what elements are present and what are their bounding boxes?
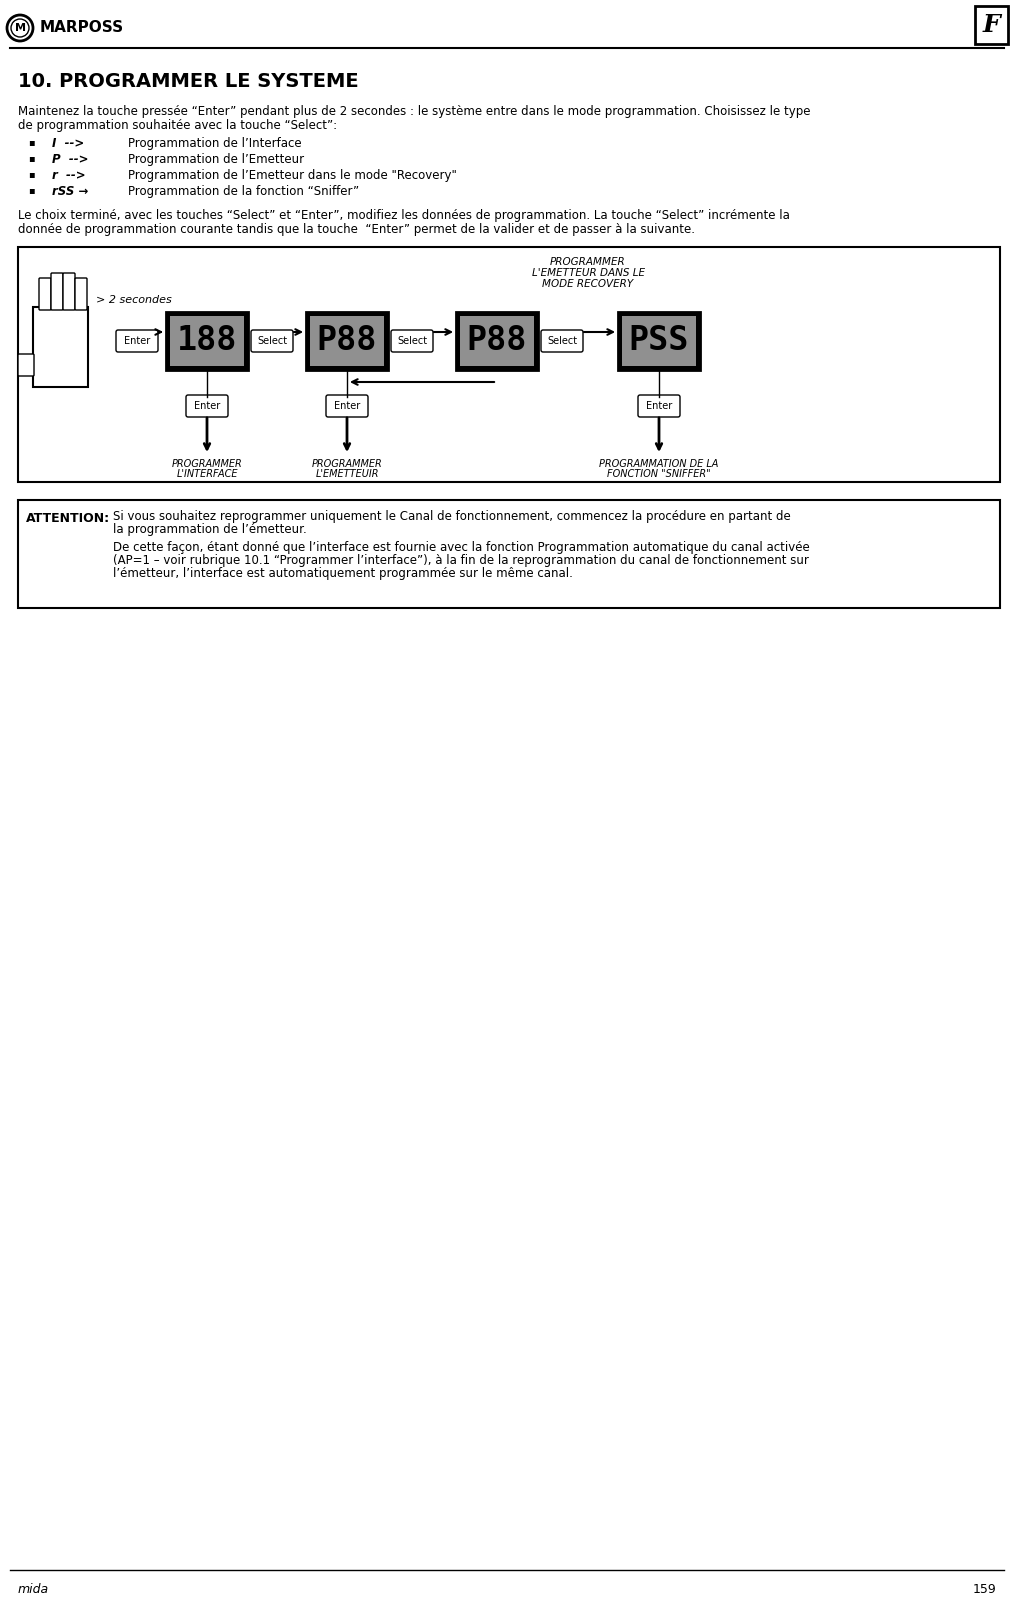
FancyBboxPatch shape <box>391 329 433 352</box>
Text: P88: P88 <box>466 325 527 358</box>
Text: 159: 159 <box>972 1583 996 1596</box>
Text: F: F <box>983 13 1000 37</box>
Text: l’émetteur, l’interface est automatiquement programmée sur le même canal.: l’émetteur, l’interface est automatiquem… <box>113 568 573 580</box>
FancyBboxPatch shape <box>18 353 34 376</box>
Text: PROGRAMMER: PROGRAMMER <box>551 257 626 267</box>
Text: 10. PROGRAMMER LE SYSTEME: 10. PROGRAMMER LE SYSTEME <box>18 72 359 91</box>
FancyBboxPatch shape <box>18 246 1000 481</box>
Text: donnée de programmation courante tandis que la touche  “Enter” permet de la vali: donnée de programmation courante tandis … <box>18 222 695 237</box>
Text: rSS →: rSS → <box>52 185 88 198</box>
FancyBboxPatch shape <box>975 6 1008 45</box>
Text: ATTENTION:: ATTENTION: <box>26 512 111 524</box>
FancyBboxPatch shape <box>310 317 384 366</box>
FancyBboxPatch shape <box>460 317 534 366</box>
FancyBboxPatch shape <box>306 312 388 369</box>
Text: Select: Select <box>547 336 577 345</box>
Text: Le choix terminé, avec les touches “Select” et “Enter”, modifiez les données de : Le choix terminé, avec les touches “Sele… <box>18 209 790 222</box>
Text: MODE RECOVERY: MODE RECOVERY <box>542 278 634 289</box>
FancyBboxPatch shape <box>186 395 228 417</box>
Text: > 2 secondes: > 2 secondes <box>96 294 171 305</box>
Text: ▪: ▪ <box>28 154 34 163</box>
FancyBboxPatch shape <box>618 312 700 369</box>
Text: la programmation de l’émetteur.: la programmation de l’émetteur. <box>113 523 307 536</box>
Text: L'EMETTEUR DANS LE: L'EMETTEUR DANS LE <box>531 269 645 278</box>
Text: PROGRAMMER: PROGRAMMER <box>311 459 382 469</box>
FancyBboxPatch shape <box>33 307 88 387</box>
FancyBboxPatch shape <box>18 500 1000 608</box>
Text: (AP=1 – voir rubrique 10.1 “Programmer l’interface”), à la fin de la reprogramma: (AP=1 – voir rubrique 10.1 “Programmer l… <box>113 553 809 568</box>
FancyBboxPatch shape <box>166 312 248 369</box>
Text: De cette façon, étant donné que l’interface est fournie avec la fonction Program: De cette façon, étant donné que l’interf… <box>113 540 810 553</box>
FancyBboxPatch shape <box>63 273 75 310</box>
Text: P88: P88 <box>316 325 377 358</box>
FancyBboxPatch shape <box>75 278 87 310</box>
Text: mida: mida <box>18 1583 49 1596</box>
FancyBboxPatch shape <box>456 312 538 369</box>
Text: Select: Select <box>257 336 287 345</box>
Text: L'INTERFACE: L'INTERFACE <box>176 469 237 480</box>
Text: ▪: ▪ <box>28 138 34 147</box>
FancyBboxPatch shape <box>638 395 680 417</box>
Text: ▪: ▪ <box>28 169 34 179</box>
Text: Programmation de l’Emetteur dans le mode "Recovery": Programmation de l’Emetteur dans le mode… <box>128 169 457 182</box>
Text: Programmation de l’Emetteur: Programmation de l’Emetteur <box>128 154 304 166</box>
Text: Si vous souhaitez reprogrammer uniquement le Canal de fonctionnement, commencez : Si vous souhaitez reprogrammer uniquemen… <box>113 510 791 523</box>
Text: ▪: ▪ <box>28 185 34 195</box>
FancyBboxPatch shape <box>325 395 368 417</box>
Text: Select: Select <box>396 336 427 345</box>
Text: r  -->: r --> <box>52 169 85 182</box>
Text: PROGRAMMATION DE LA: PROGRAMMATION DE LA <box>599 459 719 469</box>
Text: Programmation de l’Interface: Programmation de l’Interface <box>128 138 301 150</box>
Text: M: M <box>14 22 25 34</box>
Text: PROGRAMMER: PROGRAMMER <box>171 459 242 469</box>
Text: P  -->: P --> <box>52 154 88 166</box>
Text: FONCTION "SNIFFER": FONCTION "SNIFFER" <box>607 469 711 480</box>
Text: I  -->: I --> <box>52 138 84 150</box>
Text: Enter: Enter <box>194 401 220 411</box>
Text: L'EMETTEUIR: L'EMETTEUIR <box>315 469 379 480</box>
FancyBboxPatch shape <box>622 317 696 366</box>
Text: Maintenez la touche pressée “Enter” pendant plus de 2 secondes : le système entr: Maintenez la touche pressée “Enter” pend… <box>18 106 810 118</box>
Text: de programmation souhaitée avec la touche “Select”:: de programmation souhaitée avec la touch… <box>18 118 337 133</box>
Text: MARPOSS: MARPOSS <box>40 21 124 35</box>
Text: Enter: Enter <box>646 401 672 411</box>
FancyBboxPatch shape <box>51 273 63 310</box>
FancyBboxPatch shape <box>116 329 158 352</box>
FancyBboxPatch shape <box>251 329 293 352</box>
Text: 188: 188 <box>176 325 237 358</box>
Text: Enter: Enter <box>124 336 150 345</box>
Text: Enter: Enter <box>334 401 360 411</box>
Text: PSS: PSS <box>629 325 690 358</box>
FancyBboxPatch shape <box>170 317 244 366</box>
FancyBboxPatch shape <box>39 278 51 310</box>
Text: Programmation de la fonction “Sniffer”: Programmation de la fonction “Sniffer” <box>128 185 359 198</box>
FancyBboxPatch shape <box>541 329 583 352</box>
